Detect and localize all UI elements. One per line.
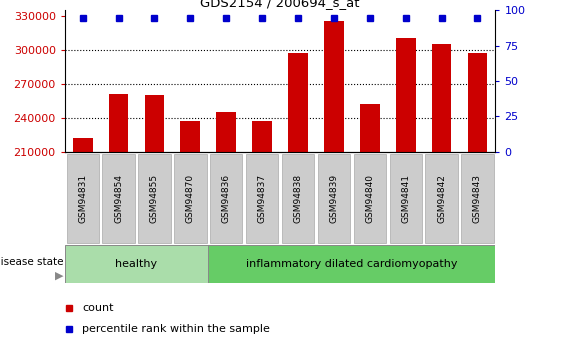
FancyBboxPatch shape — [390, 154, 422, 243]
Text: GSM94841: GSM94841 — [401, 174, 410, 223]
FancyBboxPatch shape — [174, 154, 207, 243]
Text: GSM94842: GSM94842 — [437, 174, 446, 223]
Bar — [468, 53, 488, 152]
Text: GSM94839: GSM94839 — [329, 174, 338, 223]
FancyBboxPatch shape — [461, 154, 494, 243]
Text: count: count — [82, 303, 114, 313]
Text: percentile rank within the sample: percentile rank within the sample — [82, 325, 270, 334]
FancyBboxPatch shape — [210, 154, 243, 243]
Bar — [432, 44, 452, 152]
Text: GSM94843: GSM94843 — [473, 174, 482, 223]
FancyBboxPatch shape — [318, 154, 350, 243]
Title: GDS2154 / 200694_s_at: GDS2154 / 200694_s_at — [200, 0, 360, 9]
Text: GSM94854: GSM94854 — [114, 174, 123, 223]
FancyBboxPatch shape — [138, 154, 171, 243]
FancyBboxPatch shape — [282, 154, 314, 243]
Bar — [73, 138, 92, 152]
Bar — [208, 245, 495, 283]
Text: ▶: ▶ — [55, 271, 64, 281]
FancyBboxPatch shape — [354, 154, 386, 243]
Text: disease state: disease state — [0, 257, 64, 267]
Text: healthy: healthy — [115, 259, 158, 269]
Text: GSM94870: GSM94870 — [186, 174, 195, 223]
Bar — [65, 245, 208, 283]
Bar — [360, 104, 379, 152]
Text: inflammatory dilated cardiomyopathy: inflammatory dilated cardiomyopathy — [246, 259, 458, 269]
FancyBboxPatch shape — [426, 154, 458, 243]
Bar — [396, 38, 415, 152]
Text: GSM94838: GSM94838 — [293, 174, 302, 223]
Bar — [252, 121, 272, 152]
Bar — [324, 21, 344, 152]
Bar — [109, 94, 128, 152]
Bar — [288, 53, 308, 152]
FancyBboxPatch shape — [246, 154, 278, 243]
Bar — [145, 95, 164, 152]
FancyBboxPatch shape — [66, 154, 99, 243]
FancyBboxPatch shape — [102, 154, 135, 243]
Text: GSM94831: GSM94831 — [78, 174, 87, 223]
Text: GSM94855: GSM94855 — [150, 174, 159, 223]
Text: GSM94836: GSM94836 — [222, 174, 231, 223]
Bar — [216, 112, 236, 152]
Bar — [181, 121, 200, 152]
Text: GSM94837: GSM94837 — [258, 174, 267, 223]
Text: GSM94840: GSM94840 — [365, 174, 374, 223]
